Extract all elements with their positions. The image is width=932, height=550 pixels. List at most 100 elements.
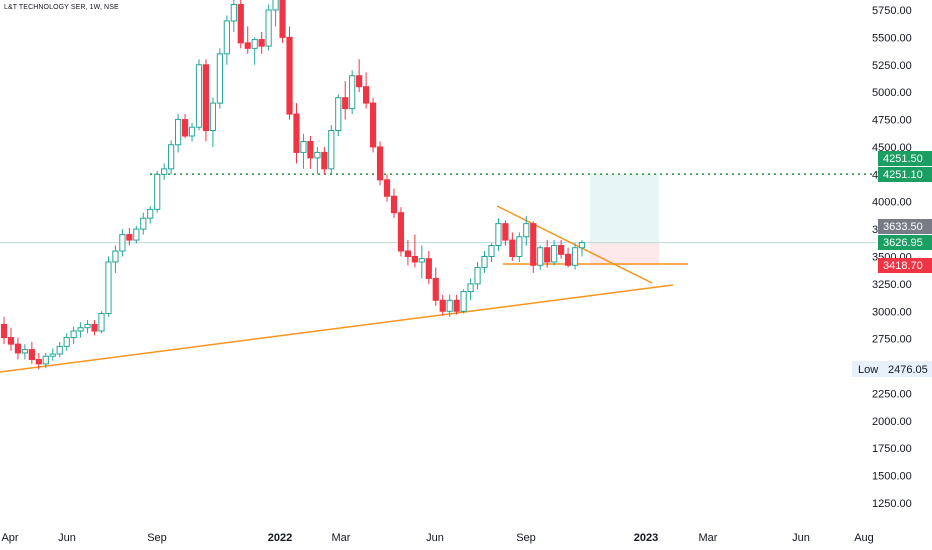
candle-body [209, 102, 217, 132]
candle-body [495, 223, 502, 247]
candle-body [530, 223, 537, 266]
candle-body [237, 4, 244, 44]
x-tick-label: Jun [58, 532, 76, 544]
candle-body [551, 245, 558, 263]
candle-body [216, 53, 223, 104]
candle-body [335, 97, 342, 132]
candle-body [404, 250, 412, 257]
price-tags: 4251.50 4251.10 3633.50 3626.95 3418.70 [878, 151, 932, 273]
candle-body [342, 97, 349, 110]
y-tick-label: 3250.00 [872, 279, 912, 291]
candle-body [363, 86, 370, 104]
candle-body [453, 299, 460, 312]
candle-body [307, 140, 314, 159]
low-value: 2476.05 [888, 364, 928, 376]
candle-body [488, 245, 495, 258]
candle-body [230, 4, 237, 22]
candle-body [446, 299, 453, 312]
candle-body [286, 36, 293, 115]
candle-body [439, 299, 446, 312]
candle-body [35, 358, 42, 365]
candle-body [70, 330, 77, 339]
candle-body [321, 151, 328, 170]
candle-body [119, 234, 126, 252]
candle-body [154, 173, 161, 210]
candle-body [418, 258, 425, 263]
candle-body [140, 217, 147, 230]
stop-zone [590, 241, 659, 266]
candle-body [105, 261, 112, 314]
candle-body [460, 291, 467, 312]
candle-body [49, 353, 56, 357]
x-tick-label: Jun [426, 532, 444, 544]
chart-title: L&T TECHNOLOGY SER, 1W, NSE [4, 4, 119, 11]
candle-body [390, 195, 398, 214]
candle-body [376, 146, 384, 181]
candle-body [383, 179, 391, 197]
low-marker: Low 2476.05 [852, 361, 932, 377]
price-tag-value: 4251.50 [883, 153, 923, 165]
candle-body [523, 223, 530, 238]
candle-body [28, 349, 35, 360]
candle-body [42, 355, 49, 365]
price-tag-value: 3626.95 [883, 237, 923, 249]
x-tick-label: Mar [699, 532, 718, 544]
candle-body [356, 75, 363, 88]
candle-body [133, 228, 140, 241]
candle-body [251, 39, 258, 49]
y-tick-label: 4000.00 [872, 197, 912, 209]
x-tick-label: Sep [516, 532, 536, 544]
candle-body [564, 253, 572, 266]
y-tick-label: 1750.00 [872, 443, 912, 455]
candle-body [467, 283, 474, 293]
candle-body [349, 75, 356, 110]
candle-body [63, 337, 70, 347]
candle-body [223, 20, 230, 55]
candle-body [425, 258, 432, 279]
x-axis[interactable]: Apr Jun Sep 2022 Mar Jun Sep 2023 Mar Jun Aug [1, 532, 873, 544]
candles [0, 0, 586, 370]
candle-body [300, 140, 307, 153]
candle-body [181, 119, 189, 137]
y-tick-label: 1500.00 [872, 471, 912, 483]
price-tag-bg [878, 219, 932, 234]
candle-body [56, 345, 63, 355]
candle-body [578, 242, 586, 249]
candle-body [481, 256, 488, 268]
x-tick-label: Apr [1, 532, 18, 544]
price-tag-bg [878, 167, 932, 182]
candle-body [91, 323, 98, 332]
y-tick-label: 4500.00 [872, 142, 912, 154]
candle-body [293, 113, 300, 153]
candle-body [265, 9, 272, 47]
y-tick-label: 5250.00 [872, 60, 912, 72]
candle-body [537, 247, 544, 266]
x-tick-label: Jun [792, 532, 810, 544]
candle-body [474, 266, 481, 285]
candle-body [558, 245, 565, 255]
candle-body [126, 234, 133, 241]
candle-body [188, 126, 196, 137]
candle-body [7, 337, 15, 345]
y-tick-label: 2000.00 [872, 416, 912, 428]
x-tick-label: 2022 [268, 532, 292, 544]
low-marker-bg [852, 361, 932, 377]
horizontal-levels [0, 173, 876, 244]
y-tick-label: 5750.00 [872, 5, 912, 17]
price-tag-bg [878, 235, 932, 250]
candle-body [195, 64, 203, 128]
candle-body [112, 250, 119, 263]
candle-body [174, 119, 182, 146]
candle-body [161, 168, 168, 175]
candle-body [147, 208, 154, 219]
candle-body [77, 327, 84, 332]
candle-body [328, 130, 335, 170]
candle-body [516, 236, 523, 257]
y-tick-label: 2750.00 [872, 334, 912, 346]
support-trendline[interactable] [0, 284, 674, 373]
y-tick-label: 3000.00 [872, 306, 912, 318]
candle-body [98, 312, 105, 332]
descending-trendline[interactable] [496, 205, 653, 284]
